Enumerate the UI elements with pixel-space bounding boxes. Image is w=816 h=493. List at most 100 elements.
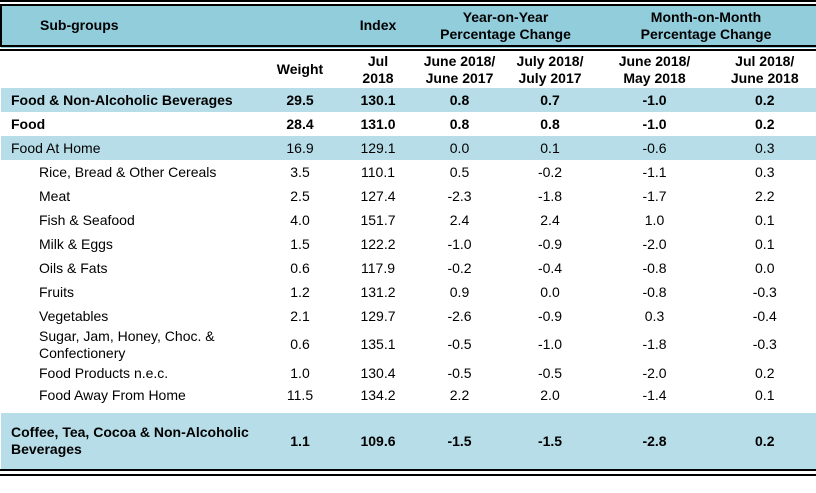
table-row: Coffee, Tea, Cocoa & Non-Alcoholic Bever…	[1, 405, 816, 470]
cpi-subgroups-table: Sub-groups Index Year-on-Year Percentage…	[0, 0, 816, 477]
cell-index: 151.7	[341, 208, 415, 232]
cell-mom-2: 0.2	[713, 405, 816, 470]
cell-mom-2: 0.0	[713, 256, 816, 280]
row-label: Rice, Bread & Other Cereals	[1, 160, 259, 184]
cell-index: 130.1	[341, 88, 415, 112]
cell-yoy-2: 0.1	[504, 136, 596, 160]
data-table: Sub-groups Index Year-on-Year Percentage…	[0, 6, 816, 470]
header-index: Index	[341, 6, 415, 51]
cell-mom-1: -1.4	[596, 385, 713, 410]
cell-mom-2: -0.3	[713, 328, 816, 362]
header-columns-row: Weight Jul 2018 June 2018/ June 2017 Jul…	[1, 48, 816, 88]
cell-mom-1: -2.0	[596, 232, 713, 256]
cell-yoy-1: -0.2	[415, 256, 504, 280]
row-label: Sugar, Jam, Honey, Choc. & Confectionery	[1, 328, 259, 362]
cell-mom-2: 0.1	[713, 385, 816, 410]
cell-mom-1: -0.8	[596, 280, 713, 304]
cell-yoy-2: 0.7	[504, 88, 596, 112]
row-label: Food	[1, 112, 259, 136]
cell-weight: 2.5	[259, 184, 341, 208]
cell-index: 134.2	[341, 385, 415, 410]
cell-mom-2: 0.3	[713, 136, 816, 160]
cell-yoy-1: 0.5	[415, 160, 504, 184]
row-label: Oils & Fats	[1, 256, 259, 280]
cell-mom-1: -1.0	[596, 88, 713, 112]
cell-weight: 1.5	[259, 232, 341, 256]
cell-yoy-1: 2.2	[415, 385, 504, 410]
cell-index: 117.9	[341, 256, 415, 280]
cell-mom-2: 0.2	[713, 112, 816, 136]
cell-mom-1: -0.8	[596, 256, 713, 280]
header-label-spacer	[1, 48, 259, 88]
cell-yoy-2: -0.5	[504, 361, 596, 386]
cell-yoy-2: 0.8	[504, 112, 596, 136]
header-mom-col1: June 2018/ May 2018	[596, 48, 713, 88]
cell-weight: 3.5	[259, 160, 341, 184]
cell-weight: 1.1	[259, 405, 341, 470]
cell-yoy-1: -2.3	[415, 184, 504, 208]
table-row: Milk & Eggs 1.5 122.2 -1.0 -0.9 -2.0 0.1	[1, 232, 816, 256]
cell-index: 129.1	[341, 136, 415, 160]
table-row: Food & Non-Alcoholic Beverages 29.5 130.1 0…	[1, 88, 816, 112]
cell-mom-1: 0.3	[596, 304, 713, 328]
header-index-period: Jul 2018	[341, 48, 415, 88]
cell-mom-1: -1.8	[596, 328, 713, 362]
cell-index: 131.2	[341, 280, 415, 304]
cell-yoy-1: 0.8	[415, 112, 504, 136]
cell-weight: 11.5	[259, 385, 341, 410]
cell-index: 109.6	[341, 405, 415, 470]
table-row: Sugar, Jam, Honey, Choc. & Confectionery…	[1, 328, 816, 362]
cell-mom-2: -0.3	[713, 280, 816, 304]
cell-weight: 16.9	[259, 136, 341, 160]
cell-mom-2: 0.2	[713, 88, 816, 112]
cell-index: 135.1	[341, 328, 415, 362]
cell-index: 130.4	[341, 361, 415, 386]
header-yoy-col2: July 2018/ July 2017	[504, 48, 596, 88]
cell-weight: 1.0	[259, 361, 341, 386]
cell-weight: 0.6	[259, 328, 341, 362]
cell-yoy-1: -0.5	[415, 361, 504, 386]
header-band-row: Sub-groups Index Year-on-Year Percentage…	[0, 6, 816, 51]
row-label: Coffee, Tea, Cocoa & Non-Alcoholic Bever…	[1, 405, 259, 470]
cell-yoy-1: 0.0	[415, 136, 504, 160]
cell-yoy-2: -0.9	[504, 232, 596, 256]
cell-yoy-1: -1.5	[415, 405, 504, 470]
cell-weight: 2.1	[259, 304, 341, 328]
cell-yoy-1: 0.9	[415, 280, 504, 304]
table-row: Food Away From Home 11.5 134.2 2.2 2.0 -1.4 0.…	[1, 385, 816, 410]
cell-mom-1: 1.0	[596, 208, 713, 232]
cell-mom-1: -1.0	[596, 112, 713, 136]
cell-weight: 29.5	[259, 88, 341, 112]
cell-mom-1: -2.0	[596, 361, 713, 386]
cell-mom-2: -0.4	[713, 304, 816, 328]
cell-yoy-2: -0.4	[504, 256, 596, 280]
table-row: Food Products n.e.c. 1.0 130.4 -0.5 -0.5 -2.0…	[1, 361, 816, 386]
table-row: Fruits 1.2 131.2 0.9 0.0 -0.8 -0.3	[1, 280, 816, 304]
cell-yoy-2: -1.0	[504, 328, 596, 362]
cell-index: 122.2	[341, 232, 415, 256]
header-yoy-col1: June 2018/ June 2017	[415, 48, 504, 88]
table-row: Fish & Seafood 4.0 151.7 2.4 2.4 1.0 0.1	[1, 208, 816, 232]
cell-index: 131.0	[341, 112, 415, 136]
row-label: Meat	[1, 184, 259, 208]
cell-mom-1: -0.6	[596, 136, 713, 160]
row-label: Fruits	[1, 280, 259, 304]
cell-mom-1: -1.1	[596, 160, 713, 184]
row-label: Food & Non-Alcoholic Beverages	[1, 88, 259, 112]
cell-yoy-1: 0.8	[415, 88, 504, 112]
cell-weight: 1.2	[259, 280, 341, 304]
cell-yoy-1: 2.4	[415, 208, 504, 232]
cell-weight: 4.0	[259, 208, 341, 232]
header-weight-spacer	[259, 6, 341, 51]
table-body: Food & Non-Alcoholic Beverages 29.5 130.1 0…	[1, 88, 816, 470]
header-subgroups: Sub-groups	[0, 6, 259, 51]
cell-mom-1: -1.7	[596, 184, 713, 208]
table-row: Food 28.4 131.0 0.8 0.8 -1.0 0.2	[1, 112, 816, 136]
row-label: Fish & Seafood	[1, 208, 259, 232]
cell-index: 127.4	[341, 184, 415, 208]
row-label: Food Away From Home	[1, 385, 259, 410]
table-header: Sub-groups Index Year-on-Year Percentage…	[0, 6, 816, 88]
cell-mom-2: 0.1	[713, 232, 816, 256]
cell-mom-2: 2.2	[713, 184, 816, 208]
cell-yoy-2: -0.2	[504, 160, 596, 184]
